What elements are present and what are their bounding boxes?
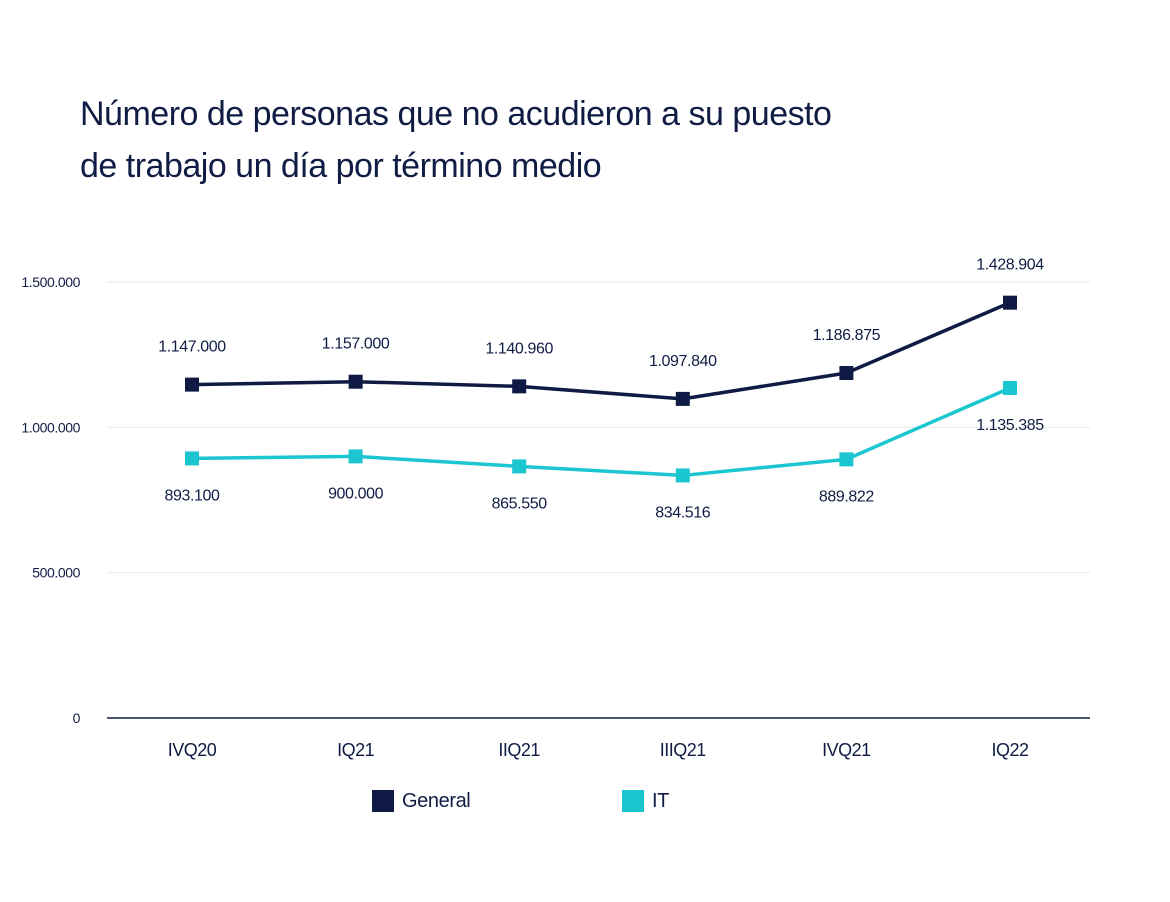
chart-title-line-1: Número de personas que no acudieron a su… xyxy=(80,95,832,133)
y-tick-label: 1.000.000 xyxy=(21,419,80,435)
y-axis-ticks: 0 500.000 1.000.000 1.500.000 xyxy=(21,274,81,726)
legend-item-general: General xyxy=(372,788,471,814)
legend-swatch-it xyxy=(622,790,644,812)
legend: General IT xyxy=(372,788,792,814)
data-label-it: 1.135.385 xyxy=(976,417,1044,434)
legend-swatch-general xyxy=(372,790,394,812)
data-point-it xyxy=(512,459,527,474)
data-label-general: 1.097.840 xyxy=(649,353,717,370)
x-tick-label: IVQ20 xyxy=(168,740,217,760)
series-group xyxy=(185,295,1017,483)
data-point-general xyxy=(185,377,199,392)
data-point-it xyxy=(185,451,199,466)
legend-item-it: IT xyxy=(622,788,669,814)
data-label-general: 1.186.875 xyxy=(813,327,881,344)
x-axis: IVQ20 IQ21 IIQ21 IIIQ21 IVQ21 IQ22 xyxy=(107,717,1090,760)
data-point-it xyxy=(1003,380,1017,395)
data-labels: 1.147.000 1.157.000 1.140.960 1.097.840 1.18… xyxy=(158,257,1044,522)
y-tick-label: 1.500.000 xyxy=(21,274,80,290)
data-label-it: 893.100 xyxy=(164,487,220,504)
data-label-it: 834.516 xyxy=(655,504,711,521)
legend-label-it: IT xyxy=(652,789,669,812)
data-point-general xyxy=(675,391,690,406)
data-label-it: 865.550 xyxy=(492,495,548,512)
series-line-it xyxy=(191,386,1011,478)
data-point-general xyxy=(512,379,527,394)
data-point-general xyxy=(348,374,363,389)
x-tick-label: IQ22 xyxy=(991,740,1029,760)
x-tick-label: IVQ21 xyxy=(822,740,871,760)
y-tick-label: 0 xyxy=(73,710,81,726)
gridlines xyxy=(107,281,1090,574)
chart-title: Número de personas que no acudieron a su… xyxy=(80,88,960,192)
data-label-general: 1.147.000 xyxy=(158,339,226,356)
data-label-it: 900.000 xyxy=(328,485,384,502)
y-tick-label: 500.000 xyxy=(32,565,80,581)
data-label-general: 1.428.904 xyxy=(976,257,1044,274)
legend-label-general: General xyxy=(402,789,471,812)
data-point-it xyxy=(348,449,363,464)
data-point-general xyxy=(1003,295,1017,310)
data-label-it: 889.822 xyxy=(819,488,875,505)
data-point-it xyxy=(839,452,854,467)
chart-title-line-2: de trabajo un día por término medio xyxy=(80,147,602,185)
x-tick-label: IIQ21 xyxy=(498,740,540,760)
data-point-it xyxy=(675,468,690,483)
data-label-general: 1.157.000 xyxy=(322,336,390,353)
x-tick-label: IIIQ21 xyxy=(660,740,707,760)
data-label-general: 1.140.960 xyxy=(485,340,553,357)
x-tick-label: IQ21 xyxy=(337,740,375,760)
data-point-general xyxy=(839,366,854,381)
series-line-general xyxy=(191,301,1011,401)
